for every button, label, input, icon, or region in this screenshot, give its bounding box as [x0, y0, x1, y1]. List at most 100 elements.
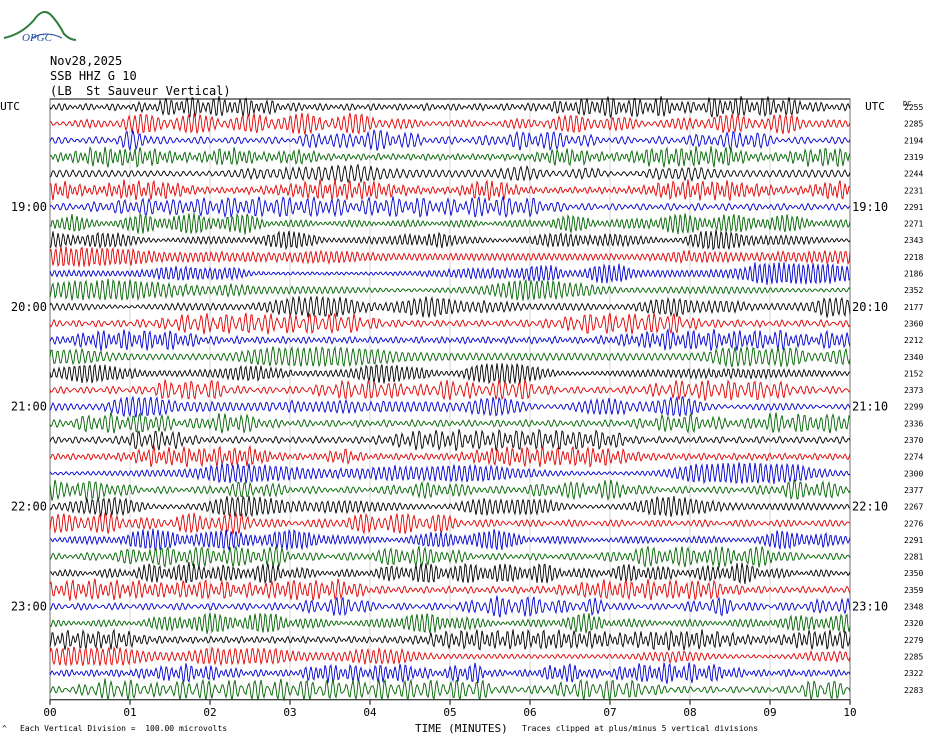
dc-offset-value: 2322 — [904, 669, 923, 678]
seismic-trace — [49, 428, 851, 451]
dc-offset-value: 2194 — [904, 136, 923, 145]
x-tick-label: 08 — [683, 706, 696, 719]
seismic-trace — [49, 229, 851, 251]
dc-offset-value: 2218 — [904, 253, 923, 262]
dc-offset-value: 2152 — [904, 369, 923, 378]
dc-offset-value: 2271 — [904, 220, 923, 229]
seismic-trace — [49, 363, 851, 385]
x-tick-label: 04 — [363, 706, 377, 719]
x-tick-label: 07 — [603, 706, 616, 719]
dc-offset-value: 2177 — [904, 303, 923, 312]
dc-offset-value: 2244 — [904, 170, 923, 179]
left-hour-label: 23:00 — [11, 600, 47, 614]
left-utc-label: UTC — [0, 100, 20, 113]
seismic-trace — [49, 578, 851, 601]
x-tick-label: 01 — [123, 706, 136, 719]
seismic-trace — [49, 179, 851, 201]
dc-offset-value: 2291 — [904, 536, 923, 545]
logo-text: OPGC — [22, 32, 53, 44]
dc-offset-value: 2350 — [904, 569, 923, 578]
footer-clip-note: Traces clipped at plus/minus 5 vertical … — [522, 724, 759, 733]
dc-offset-value: 2291 — [904, 203, 923, 212]
seismic-trace — [49, 345, 851, 368]
seismic-trace — [49, 495, 851, 519]
date-label: Nov28,2025 — [50, 54, 123, 68]
dc-offset-value: 2285 — [904, 120, 923, 129]
seismic-trace — [49, 478, 851, 502]
dc-offset-value: 2255 — [904, 103, 923, 112]
seismic-trace — [49, 262, 851, 285]
left-hour-label: 19:00 — [11, 200, 47, 214]
seismic-trace — [49, 312, 851, 335]
x-tick-label: 10 — [843, 706, 856, 719]
seismic-trace — [49, 246, 851, 268]
left-hour-label: 22:00 — [11, 500, 47, 514]
seismic-trace — [49, 328, 851, 352]
seismic-trace — [49, 278, 851, 302]
right-hour-label: 19:10 — [852, 200, 888, 214]
seismic-trace — [49, 646, 851, 667]
dc-offset-value: 2299 — [904, 403, 923, 412]
footer-scale-note: Each Vertical Division = 100.00 microvol… — [20, 724, 228, 733]
x-tick-label: 03 — [283, 706, 296, 719]
footer-mark: ^ — [2, 724, 7, 733]
station-label: SSB HHZ G 10 — [50, 69, 137, 83]
dc-offset-value: 2360 — [904, 319, 923, 328]
seismic-trace — [49, 444, 851, 469]
right-hour-label: 23:10 — [852, 600, 888, 614]
dc-offset-value: 2340 — [904, 353, 923, 362]
dc-offset-value: 2281 — [904, 553, 923, 562]
dc-offset-value: 2283 — [904, 686, 923, 695]
dc-offset-value: 2276 — [904, 519, 923, 528]
seismic-trace — [49, 411, 851, 435]
opgc-logo: OPGC — [3, 11, 77, 44]
x-tick-label: 02 — [203, 706, 216, 719]
left-hour-label: 20:00 — [11, 300, 47, 314]
dc-offset-value: 2359 — [904, 586, 923, 595]
dc-offset-value: 2300 — [904, 469, 923, 478]
dc-column-header: DC — [903, 100, 911, 108]
seismic-trace — [49, 212, 851, 235]
seismic-trace — [49, 379, 851, 401]
x-tick-label: 00 — [43, 706, 56, 719]
seismic-trace — [49, 462, 851, 485]
dc-offset-value: 2279 — [904, 636, 923, 645]
x-tick-label: 09 — [763, 706, 776, 719]
dc-offset-value: 2231 — [904, 186, 923, 195]
dc-offset-value: 2186 — [904, 270, 923, 279]
right-utc-label: UTC — [865, 100, 885, 113]
seismic-trace — [49, 95, 851, 120]
seismic-trace — [49, 195, 851, 219]
seismic-trace — [49, 612, 851, 634]
seismic-trace — [49, 295, 851, 318]
dc-offset-value: 2320 — [904, 619, 923, 628]
dc-offset-value: 2370 — [904, 436, 923, 445]
seismic-trace — [49, 163, 851, 184]
dc-offset-value: 2377 — [904, 486, 923, 495]
x-tick-label: 05 — [443, 706, 456, 719]
right-hour-label: 21:10 — [852, 400, 888, 414]
seismic-trace — [49, 628, 851, 651]
dc-offset-value: 2212 — [904, 336, 923, 345]
seismic-trace — [49, 545, 851, 568]
dc-offset-value: 2285 — [904, 652, 923, 661]
seismic-trace — [49, 595, 851, 618]
dc-offset-value: 2373 — [904, 386, 923, 395]
dc-offset-value: 2348 — [904, 603, 923, 612]
right-hour-label: 22:10 — [852, 500, 888, 514]
dc-offset-value: 2319 — [904, 153, 923, 162]
dc-offset-value: 2336 — [904, 419, 923, 428]
seismic-trace — [49, 662, 851, 684]
seismic-trace — [49, 395, 851, 418]
dc-offset-value: 2352 — [904, 286, 923, 295]
left-hour-label: 21:00 — [11, 400, 47, 414]
seismic-trace — [49, 112, 851, 135]
dc-offset-value: 2267 — [904, 503, 923, 512]
right-hour-label: 20:10 — [852, 300, 888, 314]
seismic-trace — [49, 129, 851, 152]
seismic-trace — [49, 561, 851, 585]
seismic-trace — [49, 678, 851, 702]
seismic-trace — [49, 512, 851, 535]
x-tick-label: 06 — [523, 706, 536, 719]
